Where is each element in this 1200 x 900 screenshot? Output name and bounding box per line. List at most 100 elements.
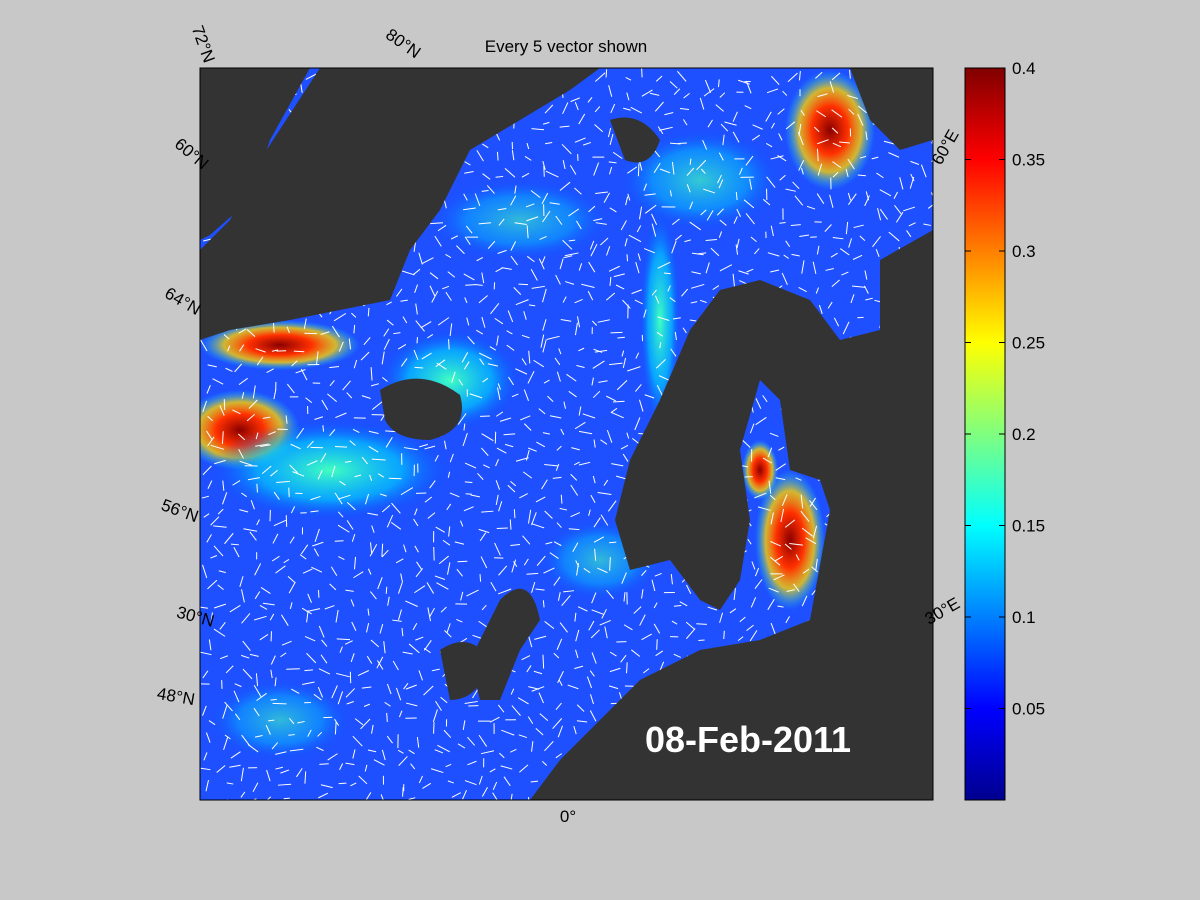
vector: [535, 496, 546, 503]
vector: [831, 109, 843, 118]
vector: [574, 665, 584, 670]
vector: [608, 85, 613, 97]
vector: [601, 608, 607, 619]
vector: [729, 608, 737, 614]
vector: [476, 150, 484, 162]
vector: [383, 641, 386, 654]
vector: [570, 512, 581, 518]
vector: [348, 338, 352, 350]
vector: [405, 684, 417, 690]
vector: [639, 206, 643, 220]
vector: [523, 558, 529, 566]
vector: [745, 213, 755, 225]
vector: [888, 152, 900, 158]
vector: [686, 584, 692, 594]
vector: [621, 350, 625, 357]
vector: [607, 127, 612, 138]
vector: [354, 556, 357, 570]
vector: [336, 638, 351, 641]
vector: [627, 193, 631, 201]
vector: [634, 417, 641, 431]
vector: [510, 688, 515, 695]
vector: [207, 480, 213, 489]
vector: [930, 192, 933, 198]
vector: [707, 606, 718, 611]
vector: [318, 668, 331, 675]
vector: [289, 464, 298, 474]
vector: [589, 670, 595, 677]
vector: [522, 471, 533, 479]
vector: [690, 283, 705, 289]
vector: [575, 649, 579, 659]
vector: [271, 742, 279, 750]
vector: [430, 222, 443, 225]
vector: [447, 271, 456, 278]
vector: [519, 493, 528, 499]
vector: [593, 218, 603, 222]
vector: [513, 561, 518, 568]
vector: [779, 221, 786, 224]
vector: [531, 581, 536, 593]
vector: [297, 720, 305, 724]
vector: [384, 701, 391, 707]
vector: [651, 223, 657, 237]
vector: [600, 439, 608, 445]
vector: [268, 719, 275, 722]
vector: [543, 379, 550, 384]
vector: [593, 162, 600, 176]
vector: [762, 395, 768, 403]
vector: [719, 264, 733, 272]
vector: [312, 541, 324, 547]
vector: [254, 563, 262, 576]
vector: [770, 155, 784, 160]
vector: [778, 133, 783, 141]
vector: [436, 582, 449, 590]
vector: [345, 762, 355, 766]
vector: [553, 541, 562, 547]
vector: [338, 494, 351, 500]
vector: [483, 464, 490, 469]
vector: [588, 620, 595, 631]
vector: [767, 447, 773, 458]
vector: [574, 421, 586, 430]
vector: [879, 189, 892, 197]
vector: [402, 787, 404, 797]
vector: [281, 614, 289, 626]
vector: [216, 765, 226, 773]
vector: [329, 429, 336, 437]
vector: [381, 351, 385, 365]
vector: [696, 159, 707, 171]
vector: [447, 471, 451, 478]
vector: [605, 292, 616, 301]
vector: [203, 513, 210, 518]
vector: [686, 167, 695, 176]
colorbar-tick-label: 0.15: [1012, 517, 1045, 536]
vector: [689, 158, 692, 165]
vector: [249, 653, 259, 657]
vector: [344, 460, 352, 463]
vector: [747, 538, 752, 545]
colorbar-tick-label: 0.25: [1012, 334, 1045, 353]
vector: [477, 473, 484, 480]
vector: [589, 710, 597, 722]
vector: [549, 552, 559, 560]
vector: [782, 90, 788, 96]
vector: [785, 121, 796, 130]
vector: [363, 337, 371, 346]
vector: [699, 299, 707, 303]
vector: [841, 271, 849, 276]
vector: [531, 741, 534, 752]
vector: [256, 692, 267, 702]
vector: [202, 564, 208, 579]
vector: [639, 614, 646, 626]
vector: [839, 248, 850, 256]
vector: [265, 724, 271, 735]
vector: [631, 649, 641, 657]
vector: [463, 423, 466, 431]
vector: [593, 536, 605, 543]
vector: [306, 610, 309, 623]
vector: [560, 428, 565, 435]
vector: [581, 283, 595, 289]
vector: [230, 751, 241, 759]
vector: [515, 299, 529, 306]
